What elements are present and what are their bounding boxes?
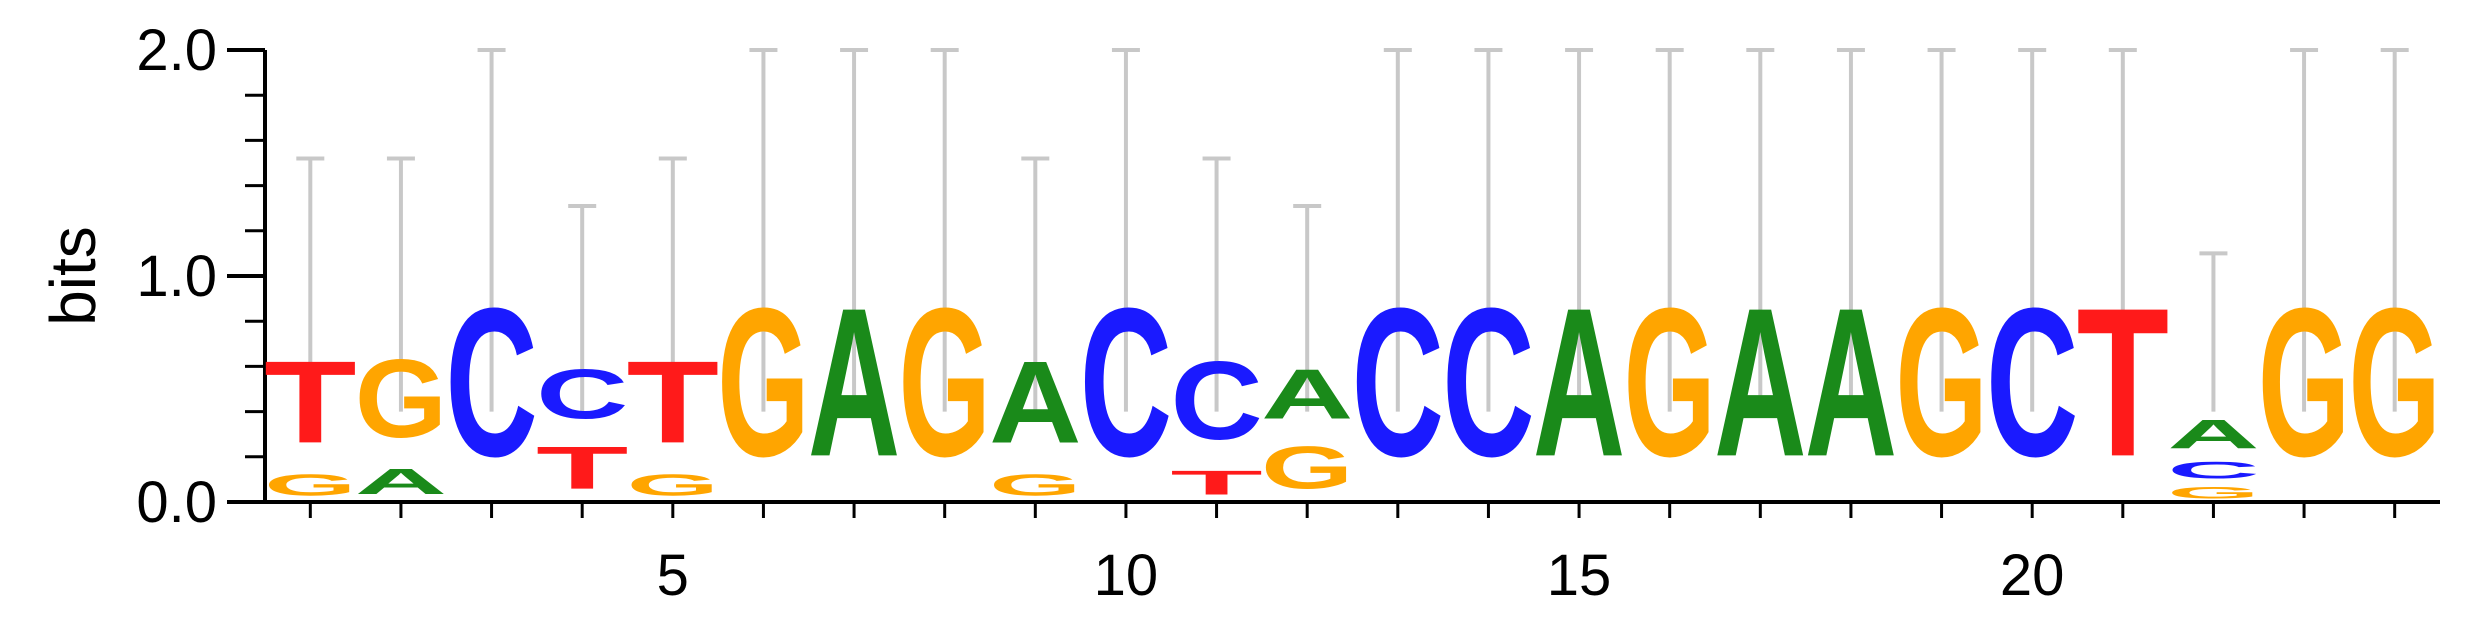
y-tick-label: 1.0 [136,244,217,309]
logo-letter-G: G [2167,484,2259,502]
logo-letter-C: C [1080,265,1172,501]
error-bars [296,48,2409,412]
logo-letter-T: T [536,435,628,502]
logo-letter-A: A [1533,265,1625,501]
x-tick-label: 15 [1547,543,1612,608]
logo-letter-T: T [264,337,356,468]
logo-letter-C: C [1170,340,1262,463]
logo-letter-G: G [264,468,356,502]
logo-letter-C: C [1352,265,1444,501]
logo-letter-A: A [989,336,1081,467]
logo-letter-G: G [898,265,990,501]
y-axis-label: bits [37,226,109,326]
logo-letter-G: G [1261,434,1353,501]
logo-letter-G: G [1623,265,1715,501]
x-tick-label: 10 [1094,543,1159,608]
logo-letter-A: A [1805,265,1897,501]
logo-letter-A: A [1261,354,1353,433]
logo-letter-G: G [2258,265,2350,501]
logo-letter-G: G [989,468,1081,502]
x-tick-label: 5 [657,543,689,608]
logo-letter-T: T [1170,464,1262,502]
logo-letter-G: G [355,337,447,461]
logo-letter-A: A [1714,265,1806,501]
logo-letter-T: T [2077,264,2169,501]
logo-letter-G: G [627,468,719,502]
y-axis-ticks: 0.0 1.0 2.0 [136,18,265,535]
logo-letter-G: G [2348,265,2440,501]
x-tick-label: 20 [2000,543,2065,608]
logo-letter-A: A [808,265,900,501]
logo-letter-C: C [536,354,628,433]
logo-letter-A: A [355,461,447,502]
y-tick-label: 0.0 [136,470,217,535]
logo-letter-C: C [1442,265,1534,501]
y-tick-label: 2.0 [136,18,217,83]
logo-letter-G: G [1895,265,1987,501]
logo-letter-C: C [1986,265,2078,501]
x-axis-ticks: 5 10 15 20 [308,502,2397,608]
logo-letter-G: G [717,265,809,501]
logo-letter-C: C [445,265,537,501]
logo-letter-C: C [2167,457,2259,484]
logo-letter-A: A [2167,412,2259,457]
logo-letter-T: T [627,337,719,468]
